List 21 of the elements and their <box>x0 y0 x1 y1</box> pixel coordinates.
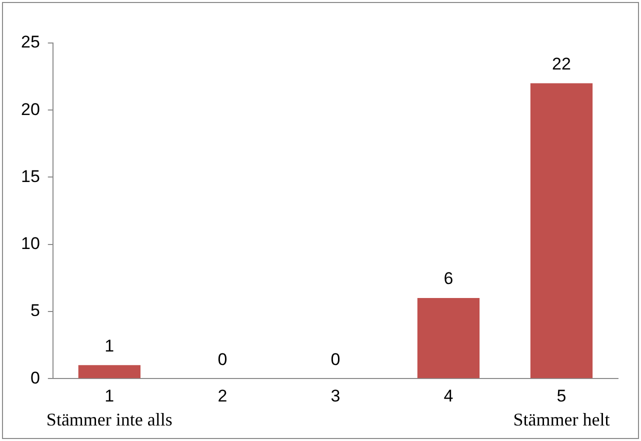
x-tick-label: 2 <box>218 386 228 406</box>
data-label: 0 <box>218 350 228 369</box>
y-tick-label: 10 <box>20 234 40 254</box>
x-tick-label: 5 <box>556 386 566 406</box>
data-label: 1 <box>104 336 114 356</box>
data-label: 0 <box>330 350 340 369</box>
bar <box>530 83 593 378</box>
y-tick-label: 20 <box>20 100 40 119</box>
data-label: 22 <box>552 54 571 74</box>
y-tick-label: 5 <box>30 301 40 320</box>
x-tick-label: 4 <box>444 386 454 406</box>
bar <box>78 365 140 378</box>
x-tick-label: 1 <box>104 386 114 406</box>
bar <box>417 298 480 378</box>
y-tick-label: 25 <box>20 32 40 52</box>
text: Stämmer inte alls <box>46 410 172 430</box>
y-tick-label: 15 <box>20 166 40 186</box>
data-label: 6 <box>444 269 454 288</box>
x-tick-label: 3 <box>330 386 340 406</box>
y-tick-label: 0 <box>30 368 40 388</box>
text: Stämmer helt <box>513 410 610 430</box>
